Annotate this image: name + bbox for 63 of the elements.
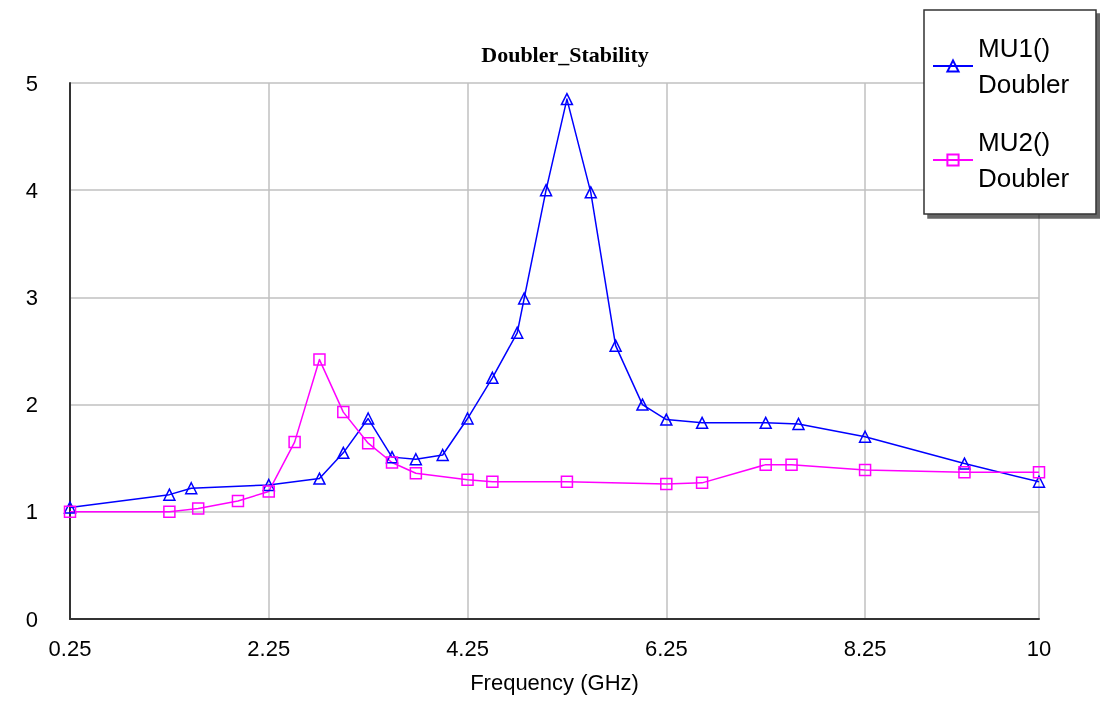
point — [461, 412, 474, 425]
point — [660, 413, 673, 426]
point — [313, 353, 326, 366]
point — [262, 478, 276, 492]
point — [539, 183, 553, 197]
y-tick-label: 0 — [25, 606, 38, 632]
y-tick-label: 4 — [25, 177, 38, 203]
point — [517, 292, 531, 305]
y-tick-label: 1 — [25, 499, 38, 525]
point — [185, 481, 198, 495]
point — [262, 485, 276, 498]
point — [792, 417, 805, 431]
point — [337, 405, 350, 419]
point — [409, 453, 423, 466]
point — [436, 448, 449, 462]
point — [660, 477, 673, 491]
point — [361, 412, 375, 425]
point — [63, 501, 77, 514]
x-tick-label: 6.25 — [644, 635, 688, 661]
point — [486, 475, 499, 489]
point — [785, 458, 798, 471]
y-tick-label: 5 — [25, 70, 38, 96]
x-tick-label: 4.25 — [446, 635, 489, 661]
point — [759, 416, 772, 430]
point — [361, 436, 375, 450]
chart-title: Doubler_Stability — [481, 41, 649, 67]
x-axis-title: Frequency (GHz) — [470, 669, 639, 695]
y-tick-label: 3 — [25, 284, 38, 310]
legend-label: MU1() Doubler — [978, 33, 1070, 99]
x-tick-label: 10 — [1026, 635, 1052, 661]
point — [958, 465, 971, 479]
x-tick-label: 8.25 — [843, 635, 887, 661]
point — [288, 435, 301, 449]
x-tick-label: 0.25 — [48, 635, 92, 661]
point — [609, 339, 622, 352]
point — [858, 430, 872, 444]
point — [63, 505, 77, 519]
legend-label: MU2() Doubler — [978, 127, 1070, 193]
point — [231, 494, 245, 508]
point — [759, 458, 772, 471]
point — [858, 463, 872, 477]
point — [385, 450, 399, 464]
point — [409, 466, 423, 480]
point — [385, 456, 399, 469]
point — [560, 92, 574, 106]
point — [636, 398, 649, 411]
point — [163, 488, 176, 501]
point — [461, 473, 474, 486]
point — [510, 326, 524, 340]
point — [958, 457, 971, 470]
point — [313, 472, 326, 485]
x-tick-label: 2.25 — [247, 635, 291, 661]
y-tick-label: 2 — [25, 392, 38, 418]
point — [191, 502, 205, 515]
point — [486, 371, 499, 385]
point — [1032, 475, 1046, 489]
point — [337, 446, 350, 460]
point — [695, 416, 709, 430]
point — [163, 505, 176, 519]
point — [695, 476, 709, 490]
point — [560, 475, 574, 489]
point — [1032, 465, 1046, 479]
point — [584, 186, 598, 199]
